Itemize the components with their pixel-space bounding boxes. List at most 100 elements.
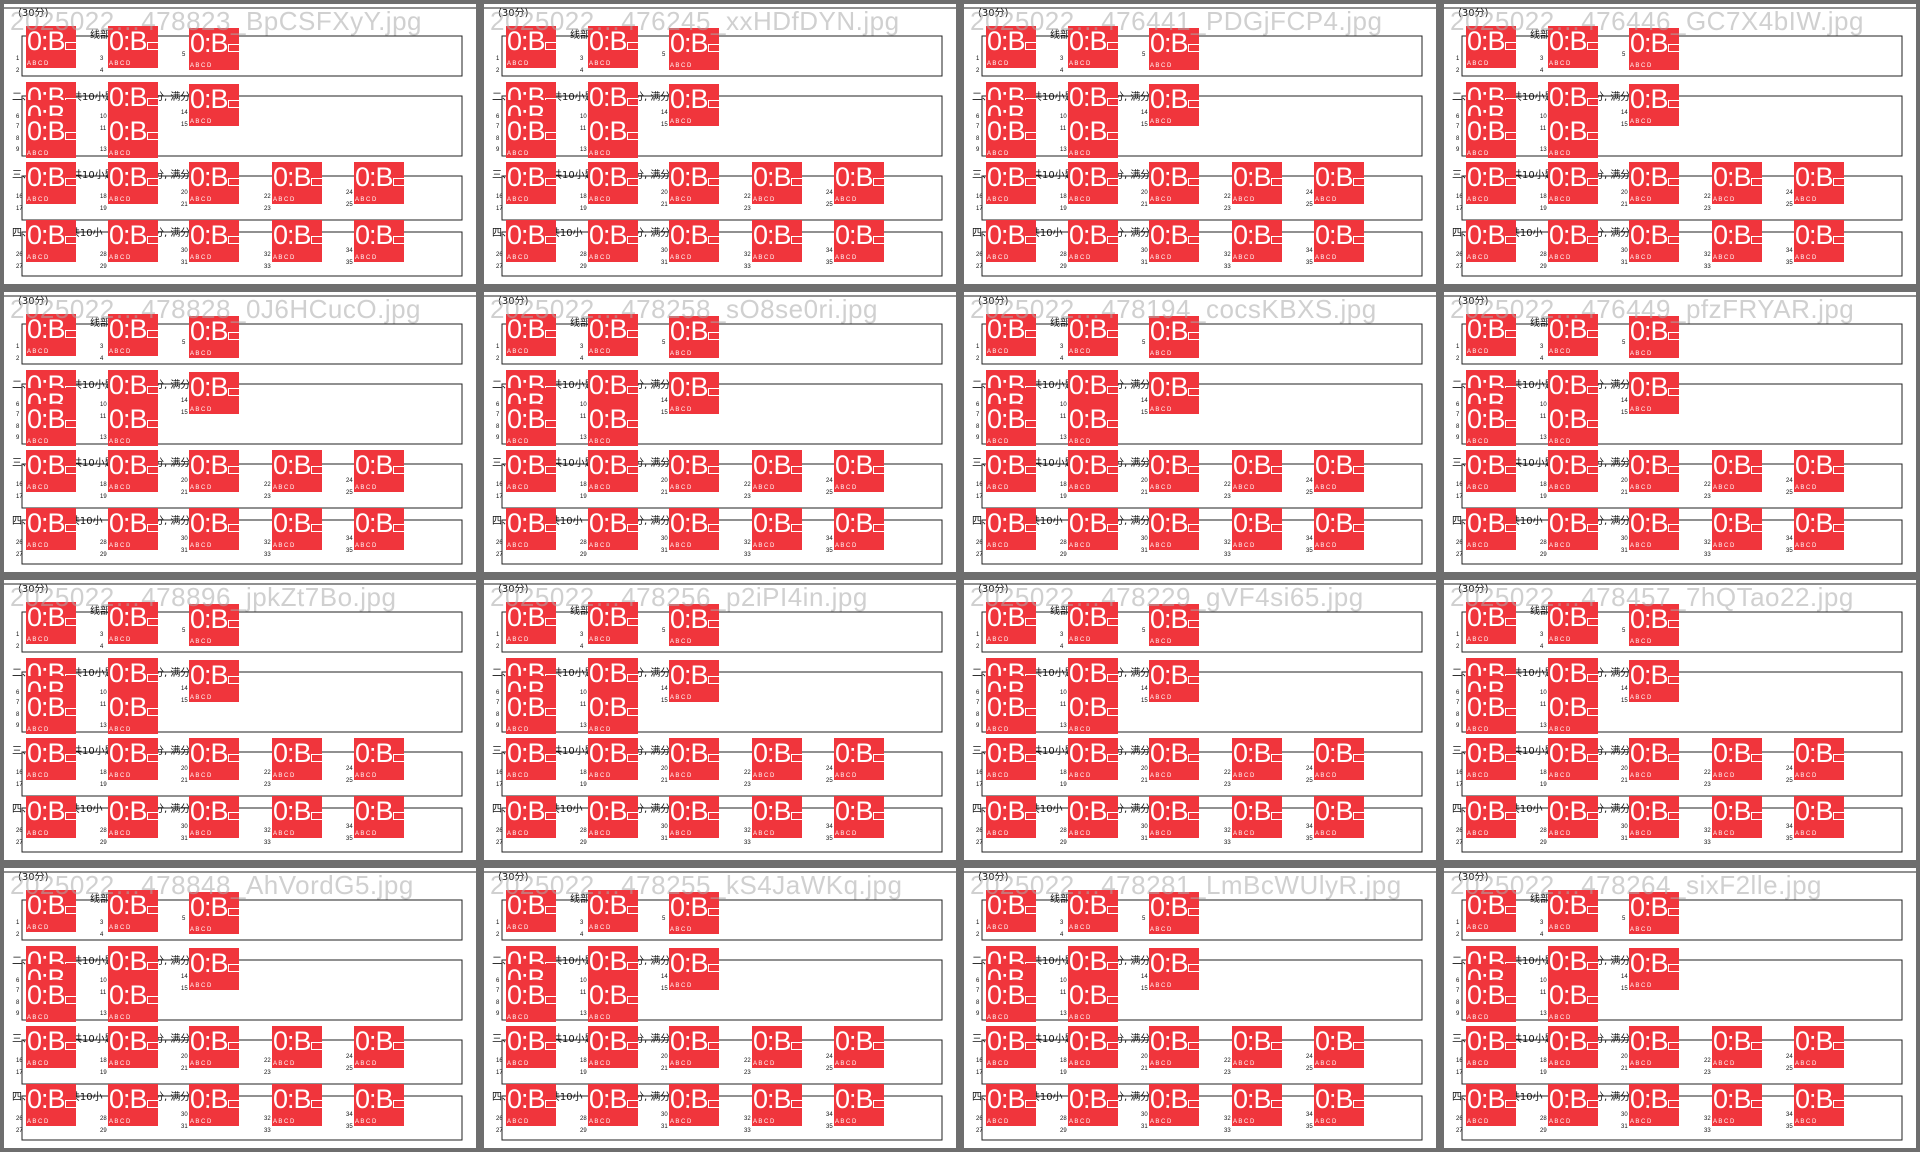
detection-box[interactable]: 0:BA B C D bbox=[108, 220, 158, 262]
detection-box[interactable]: 0:BA B C D bbox=[1548, 450, 1598, 492]
detection-box[interactable]: 0:BA B C D bbox=[986, 738, 1036, 780]
detection-box[interactable]: 0:BA B C D bbox=[834, 796, 884, 838]
detection-box[interactable]: 0:BA B C D bbox=[1548, 404, 1598, 446]
detection-box[interactable]: 0:BA B C D bbox=[506, 220, 556, 262]
detection-box[interactable]: 0:BA B C D bbox=[108, 796, 158, 838]
detection-box[interactable]: 0:BA B C D bbox=[1629, 162, 1679, 204]
detection-box[interactable]: 0:BA B C D bbox=[1314, 220, 1364, 262]
detection-box[interactable]: 0:BA B C D bbox=[1068, 1026, 1118, 1068]
detection-box[interactable]: 0:BA B C D bbox=[588, 116, 638, 158]
detection-box[interactable]: 0:BA B C D bbox=[1629, 372, 1679, 414]
detection-box[interactable]: 0:BA B C D bbox=[26, 26, 76, 68]
detection-box[interactable]: 0:BA B C D bbox=[986, 116, 1036, 158]
detection-box[interactable]: 0:BA B C D bbox=[1068, 220, 1118, 262]
detection-box[interactable]: 0:BA B C D bbox=[1629, 450, 1679, 492]
thumbnail-tile[interactable]: (30分)线部分单词(共二、共10小题分, 满分三、共10小题分, 满分四、(共… bbox=[480, 576, 960, 864]
detection-box[interactable]: 0:BA B C D bbox=[669, 1026, 719, 1068]
detection-box[interactable]: 0:BA B C D bbox=[1466, 1084, 1516, 1126]
detection-box[interactable]: 0:BA B C D bbox=[1068, 162, 1118, 204]
detection-box[interactable]: 0:BA B C D bbox=[1068, 738, 1118, 780]
detection-box[interactable]: 0:BA B C D bbox=[272, 450, 322, 492]
detection-box[interactable]: 0:BA B C D bbox=[1712, 796, 1762, 838]
detection-box[interactable]: 0:BA B C D bbox=[1794, 738, 1844, 780]
thumbnail-tile[interactable]: (30分)线部分单词(共二、共10小题分, 满分三、共10小题分, 满分四、(共… bbox=[1440, 864, 1920, 1152]
detection-box[interactable]: 0:BA B C D bbox=[189, 450, 239, 492]
detection-box[interactable]: 0:BA B C D bbox=[1629, 220, 1679, 262]
detection-box[interactable]: 0:BA B C D bbox=[506, 1026, 556, 1068]
detection-box[interactable]: 0:BA B C D bbox=[189, 84, 239, 126]
detection-box[interactable]: 0:BA B C D bbox=[354, 162, 404, 204]
detection-box[interactable]: 0:BA B C D bbox=[1629, 508, 1679, 550]
detection-box[interactable]: 0:BA B C D bbox=[1068, 508, 1118, 550]
detection-box[interactable]: 0:BA B C D bbox=[1314, 450, 1364, 492]
detection-box[interactable]: 0:BA B C D bbox=[986, 796, 1036, 838]
detection-box[interactable]: 0:BA B C D bbox=[669, 948, 719, 990]
detection-box[interactable]: 0:BA B C D bbox=[1466, 314, 1516, 356]
detection-box[interactable]: 0:BA B C D bbox=[986, 26, 1036, 68]
detection-box[interactable]: 0:BA B C D bbox=[1548, 26, 1598, 68]
detection-box[interactable]: 0:BA B C D bbox=[1232, 1026, 1282, 1068]
detection-box[interactable]: 0:BA B C D bbox=[1629, 604, 1679, 646]
detection-box[interactable]: 0:BA B C D bbox=[1149, 738, 1199, 780]
detection-box[interactable]: 0:BA B C D bbox=[189, 372, 239, 414]
thumbnail-tile[interactable]: (30分)线部分单词(共二、共10小题分, 满分三、共10小题分, 满分四、(共… bbox=[480, 288, 960, 576]
detection-box[interactable]: 0:BA B C D bbox=[26, 162, 76, 204]
detection-box[interactable]: 0:BA B C D bbox=[26, 738, 76, 780]
detection-box[interactable]: 0:BA B C D bbox=[26, 314, 76, 356]
detection-box[interactable]: 0:BA B C D bbox=[1068, 796, 1118, 838]
detection-box[interactable]: 0:BA B C D bbox=[986, 220, 1036, 262]
detection-box[interactable]: 0:BA B C D bbox=[1314, 162, 1364, 204]
thumbnail-tile[interactable]: (30分)线部分单词(共二、共10小题分, 满分三、共10小题分, 满分四、(共… bbox=[480, 0, 960, 288]
detection-box[interactable]: 0:BA B C D bbox=[1149, 892, 1199, 934]
detection-box[interactable]: 0:BA B C D bbox=[1629, 1084, 1679, 1126]
detection-box[interactable]: 0:BA B C D bbox=[752, 220, 802, 262]
detection-box[interactable]: 0:BA B C D bbox=[1149, 1026, 1199, 1068]
detection-box[interactable]: 0:BA B C D bbox=[1548, 220, 1598, 262]
detection-box[interactable]: 0:BA B C D bbox=[669, 660, 719, 702]
detection-box[interactable]: 0:BA B C D bbox=[26, 220, 76, 262]
detection-box[interactable]: 0:BA B C D bbox=[189, 1026, 239, 1068]
detection-box[interactable]: 0:BA B C D bbox=[189, 220, 239, 262]
detection-box[interactable]: 0:BA B C D bbox=[669, 162, 719, 204]
detection-box[interactable]: 0:BA B C D bbox=[1548, 796, 1598, 838]
detection-box[interactable]: 0:BA B C D bbox=[986, 162, 1036, 204]
detection-box[interactable]: 0:BA B C D bbox=[669, 84, 719, 126]
detection-box[interactable]: 0:BA B C D bbox=[108, 1026, 158, 1068]
detection-box[interactable]: 0:BA B C D bbox=[986, 980, 1036, 1022]
detection-box[interactable]: 0:BA B C D bbox=[1712, 1084, 1762, 1126]
detection-box[interactable]: 0:BA B C D bbox=[26, 450, 76, 492]
thumbnail-tile[interactable]: (30分)线部分单词(共二、共10小题分, 满分三、共10小题分, 满分四、(共… bbox=[0, 0, 480, 288]
detection-box[interactable]: 0:BA B C D bbox=[1548, 314, 1598, 356]
detection-box[interactable]: 0:BA B C D bbox=[108, 508, 158, 550]
detection-box[interactable]: 0:BA B C D bbox=[108, 1084, 158, 1126]
detection-box[interactable]: 0:BA B C D bbox=[1149, 28, 1199, 70]
detection-box[interactable]: 0:BA B C D bbox=[1466, 508, 1516, 550]
detection-box[interactable]: 0:BA B C D bbox=[669, 738, 719, 780]
detection-box[interactable]: 0:BA B C D bbox=[1794, 796, 1844, 838]
detection-box[interactable]: 0:BA B C D bbox=[272, 1026, 322, 1068]
detection-box[interactable]: 0:BA B C D bbox=[1149, 84, 1199, 126]
detection-box[interactable]: 0:BA B C D bbox=[506, 602, 556, 644]
detection-box[interactable]: 0:BA B C D bbox=[1149, 1084, 1199, 1126]
detection-box[interactable]: 0:BA B C D bbox=[1149, 796, 1199, 838]
detection-box[interactable]: 0:BA B C D bbox=[588, 404, 638, 446]
detection-box[interactable]: 0:BA B C D bbox=[1068, 602, 1118, 644]
detection-box[interactable]: 0:BA B C D bbox=[1794, 162, 1844, 204]
detection-box[interactable]: 0:BA B C D bbox=[588, 738, 638, 780]
detection-box[interactable]: 0:BA B C D bbox=[1314, 738, 1364, 780]
detection-box[interactable]: 0:BA B C D bbox=[1548, 602, 1598, 644]
detection-box[interactable]: 0:BA B C D bbox=[1629, 948, 1679, 990]
detection-box[interactable]: 0:BA B C D bbox=[506, 162, 556, 204]
detection-box[interactable]: 0:BA B C D bbox=[834, 162, 884, 204]
detection-box[interactable]: 0:BA B C D bbox=[1149, 604, 1199, 646]
detection-box[interactable]: 0:BA B C D bbox=[1466, 1026, 1516, 1068]
detection-box[interactable]: 0:BA B C D bbox=[1629, 796, 1679, 838]
detection-box[interactable]: 0:BA B C D bbox=[354, 1026, 404, 1068]
detection-box[interactable]: 0:BA B C D bbox=[1466, 980, 1516, 1022]
detection-box[interactable]: 0:BA B C D bbox=[588, 1084, 638, 1126]
thumbnail-tile[interactable]: (30分)线部分单词(共二、共10小题分, 满分三、共10小题分, 满分四、(共… bbox=[1440, 0, 1920, 288]
detection-box[interactable]: 0:BA B C D bbox=[669, 372, 719, 414]
detection-box[interactable]: 0:BA B C D bbox=[1712, 738, 1762, 780]
detection-box[interactable]: 0:BA B C D bbox=[834, 738, 884, 780]
detection-box[interactable]: 0:BA B C D bbox=[1466, 116, 1516, 158]
